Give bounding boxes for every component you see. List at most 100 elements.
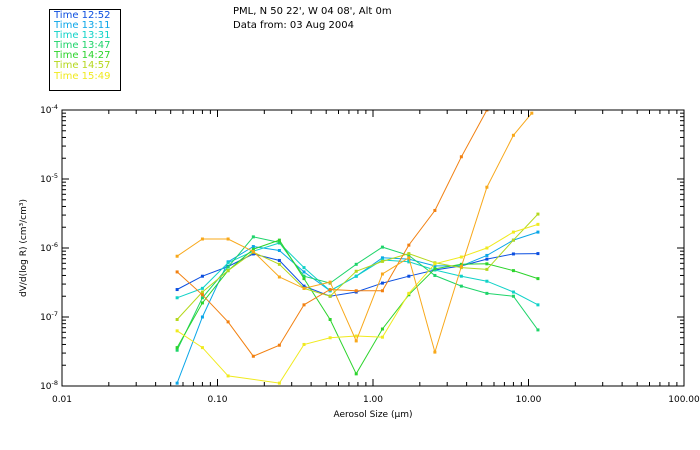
data-point (328, 288, 332, 292)
data-point (328, 294, 332, 298)
data-point (536, 252, 540, 256)
data-point (251, 249, 255, 253)
y-tick-label: 10-6 (40, 241, 58, 254)
data-point (277, 238, 281, 242)
location-text: PML, N 50 22', W 04 08', Alt 0m (233, 6, 392, 17)
data-point (407, 252, 411, 256)
data-point (380, 289, 384, 293)
data-point (175, 317, 179, 321)
data-point (200, 237, 204, 241)
data-point (226, 265, 230, 269)
data-point (277, 258, 281, 262)
data-point (277, 262, 281, 266)
data-point (226, 320, 230, 324)
data-point (485, 279, 489, 283)
data-point (407, 260, 411, 264)
data-point (251, 235, 255, 239)
data-point (175, 288, 179, 292)
legend-entry: Time 13:31 (54, 30, 111, 42)
data-point (200, 293, 204, 297)
data-point (530, 111, 534, 115)
data-point (536, 277, 540, 281)
data-point (175, 270, 179, 274)
date-text: Data from: 03 Aug 2004 (233, 20, 354, 31)
legend-entry: Time 13:11 (54, 20, 111, 32)
data-point (200, 346, 204, 350)
data-point (200, 296, 204, 300)
data-point (328, 280, 332, 284)
data-point (302, 266, 306, 270)
data-point (200, 301, 204, 305)
data-point (380, 335, 384, 339)
data-point (459, 262, 463, 266)
data-point (433, 350, 437, 354)
data-point (354, 274, 358, 278)
data-point (511, 294, 515, 298)
legend-entry: Time 14:27 (54, 50, 111, 62)
data-point (380, 256, 384, 260)
data-point (485, 185, 489, 189)
data-point (251, 245, 255, 249)
data-point (175, 296, 179, 300)
x-tick-label: 0.01 (52, 395, 72, 405)
data-point (485, 246, 489, 250)
data-point (200, 274, 204, 278)
data-point (277, 248, 281, 252)
legend-entry: Time 12:52 (54, 10, 111, 21)
data-point (407, 274, 411, 278)
series-line-3 (176, 236, 539, 351)
data-point (459, 255, 463, 259)
data-point (328, 317, 332, 321)
data-point (354, 262, 358, 266)
data-point (251, 252, 255, 256)
data-point (251, 247, 255, 251)
data-point (200, 315, 204, 319)
y-tick-label: 10-7 (40, 310, 58, 323)
data-point (354, 289, 358, 293)
data-point (354, 334, 358, 338)
data-point (302, 286, 306, 290)
data-point (354, 339, 358, 343)
data-point (277, 343, 281, 347)
data-point (251, 354, 255, 358)
data-point (536, 328, 540, 332)
series-line-1 (176, 231, 539, 384)
data-point (380, 272, 384, 276)
data-point (511, 269, 515, 273)
data-point (459, 274, 463, 278)
data-point (459, 284, 463, 288)
data-point (433, 264, 437, 268)
data-point (407, 291, 411, 295)
data-point (459, 264, 463, 268)
data-point (511, 230, 515, 234)
data-point (485, 110, 489, 112)
y-axis-label: dV/d(log R) (cm³/cm³) (19, 199, 29, 297)
series-line-2 (176, 242, 539, 306)
x-tick-label: 1.00 (363, 395, 383, 405)
data-point (175, 346, 179, 350)
data-point (302, 270, 306, 274)
data-point (226, 269, 230, 273)
data-point (277, 241, 281, 245)
data-point (302, 303, 306, 307)
series-line-7 (176, 110, 488, 357)
data-point (302, 342, 306, 346)
x-tick-label: 0.10 (207, 395, 227, 405)
data-point (354, 372, 358, 376)
data-point (302, 284, 306, 288)
data-point (433, 208, 437, 212)
data-point (277, 381, 281, 385)
data-point (302, 274, 306, 278)
data-point (302, 277, 306, 281)
data-point (407, 253, 411, 257)
data-point (175, 329, 179, 333)
legend-entry: Time 13:47 (54, 40, 111, 52)
legend: Time 12:52 Time 13:11 Time 13:31 Time 13:47… (49, 9, 121, 91)
data-point (536, 212, 540, 216)
chart-header: PML, N 50 22', W 04 08', Alt 0m Data fro… (233, 5, 392, 33)
data-point (175, 381, 179, 385)
series-line-8 (176, 112, 533, 354)
y-tick-label: 10-4 (40, 103, 58, 116)
series-line-6 (176, 223, 539, 384)
